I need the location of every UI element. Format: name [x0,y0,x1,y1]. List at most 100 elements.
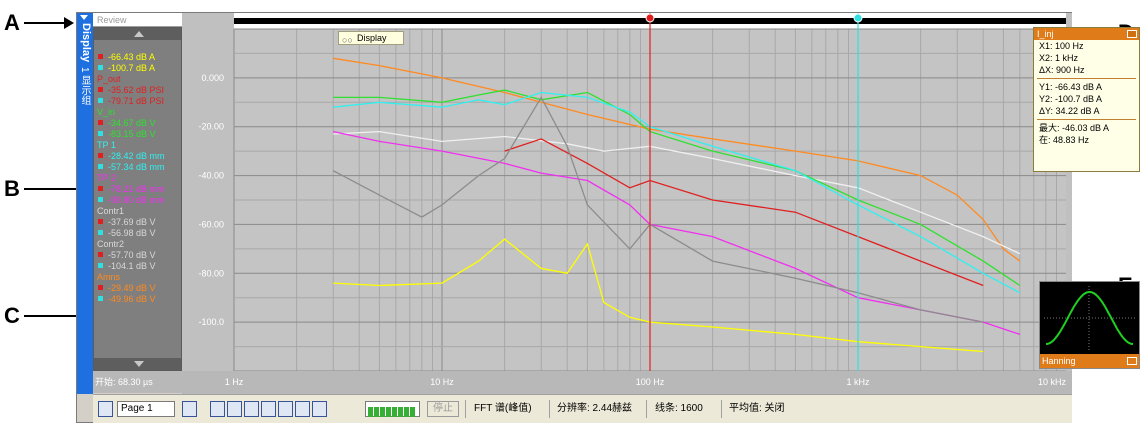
scroll-up-icon [134,31,144,37]
cursor-marker-icon [98,54,103,59]
cursor-marker-icon [98,120,103,125]
cursor-marker-icon [98,252,103,257]
fft-plot-svg[interactable]: 0.000 -20.00 -40.00 -60.00 -80.00 -100.0 1 Hz 1… [182,13,1072,394]
cursor-marker-icon [98,87,103,92]
toolbar-divider [465,400,466,418]
callout-a-arrowhead [64,17,74,29]
legend-scroll-up-button[interactable] [94,28,181,40]
callout-a-leader [24,22,70,24]
legend-value-text: -99.80 dB mm [108,195,165,205]
legend-value-text: -49.96 dB V [108,294,156,304]
legend-value-text: -100.7 dB A [108,63,156,73]
cursor-handle [853,13,863,23]
cursor-dy: ΔY: 34.22 dB A [1039,106,1100,116]
channel-legend: -66.43 dB A -100.7 dB A P_out -35.62 dB PSI… [93,27,182,371]
legend-value-text: -66.43 dB A [108,52,156,62]
legend-cursor-value: -49.96 dB V [96,294,181,305]
legend-cursor-value: -99.80 dB mm [96,195,181,206]
page-prev-icon[interactable] [98,401,113,417]
progress-segment [392,407,397,417]
series-line [333,130,1021,336]
progress-segment [398,407,403,417]
x-axis-strip [182,371,1072,394]
play-icon[interactable] [278,401,293,417]
window-function-panel[interactable]: Hanning [1039,281,1140,369]
tab-chevron-down-icon[interactable] [80,15,88,20]
cursor-panel-menu-button[interactable] [1127,30,1137,38]
legend-value-text: -57.34 dB mm [108,162,165,172]
callout-b: B [4,176,20,201]
cursor-max-at: 在: 48.83 Hz [1039,135,1090,145]
lines-label: 线条: 1600 [655,403,703,414]
page-select[interactable]: Page 1 [117,401,175,417]
cursor-max: 最大: -46.03 dB A [1039,123,1110,133]
display-group-tab[interactable]: Display 1 显示组 [77,13,93,394]
legend-channel-name[interactable]: Contr2 [97,239,125,249]
callout-a: A [4,10,20,35]
legend-value-text: -79.71 dB PSI [108,96,165,106]
legend-channel-name[interactable]: TP 1 [97,140,116,150]
first-frame-icon[interactable] [210,401,225,417]
legend-cursor-value: -29.49 dB V [96,283,181,294]
progress-segment [404,407,409,417]
legend-value-text: -83.15 dB V [108,129,156,139]
stop-icon[interactable] [261,401,276,417]
page-next-icon[interactable] [182,401,197,417]
legend-scroll-down-button[interactable] [94,358,181,370]
x-tick-label: 1 Hz [225,377,244,387]
legend-cursor-value: -79.71 dB PSI [96,96,181,107]
cursor-readout-panel[interactable]: I_inj X1: 100 Hz X2: 1 kHz ΔX: 900 Hz Y1… [1033,27,1140,172]
legend-channel-name[interactable]: Contr1 [97,206,125,216]
fft-plot[interactable]: 0.000 -20.00 -40.00 -60.00 -80.00 -100.0 1 Hz 1… [182,13,1140,394]
cursor-x1: X1: 100 Hz [1039,41,1084,51]
callout-b-leader [24,188,120,190]
cursor-panel-header[interactable]: I_inj [1034,28,1139,40]
legend-cursor-value: -100.7 dB A [96,63,181,74]
x-tick-label: 100 Hz [636,377,665,387]
y-tick-label: -80.00 [198,268,224,278]
average-label: 平均值: 关闭 [729,403,785,414]
cursor-y1: Y1: -66.43 dB A [1039,82,1103,92]
cursor-marker-icon [98,296,103,301]
x-tick-label: 10 kHz [1038,377,1067,387]
play-back-icon[interactable] [244,401,259,417]
series-line [504,138,984,287]
progress-indicator [365,401,420,417]
cursor-marker-icon [98,219,103,224]
window-function-selector[interactable]: Hanning [1040,354,1139,368]
x-tick-label: 10 Hz [430,377,454,387]
toolbar-divider [549,400,550,418]
legend-channel-name[interactable] [96,41,181,52]
legend-channel-name[interactable]: Amns [97,272,121,282]
cursor-marker-icon [98,153,103,158]
legend-value-text: -57.70 dB V [108,250,156,260]
window-function-menu-button[interactable] [1127,357,1137,365]
step-back-icon[interactable] [227,401,242,417]
legend-cursor-value: -35.62 dB PSI [96,85,181,96]
legend-cursor-value: -37.69 dB V [96,217,181,228]
legend-value-text: -78.21 dB mm [108,184,165,194]
cursor-x2: X2: 1 kHz [1039,53,1079,63]
legend-value-text: -104.1 dB V [108,261,156,271]
analyzer-window: Display 1 显示组 Review -66.43 dB A -100.7 d… [76,12,1140,423]
progress-segment [410,407,415,417]
display-button[interactable]: ○○ Display [338,31,404,45]
legend-cursor-value: -66.43 dB A [96,52,181,63]
legend-channel-name[interactable]: TP 2 [97,173,116,183]
bottom-toolbar: Page 1 停止 FFT 谱(峰值) 分辨率: 2.44赫兹 线条: 1600… [93,394,1072,423]
callout-c: C [4,303,20,328]
legend-cursor-value: -57.70 dB V [96,250,181,261]
legend-value-text: -35.62 dB PSI [108,85,165,95]
cursor-divider [1037,119,1136,120]
last-frame-icon[interactable] [312,401,327,417]
cursor-marker-icon [98,65,103,70]
legend-cursor-value: -78.21 dB mm [96,184,181,195]
cursor-marker-icon [98,197,103,202]
toolbar-divider [721,400,722,418]
legend-channel-name[interactable]: P_out [97,74,121,84]
stop-button[interactable]: 停止 [427,401,459,417]
y-tick-label: -100.0 [198,317,224,327]
y-tick-label: -60.00 [198,219,224,229]
step-forward-icon[interactable] [295,401,310,417]
legend-channel-name[interactable]: V_in [97,107,116,117]
